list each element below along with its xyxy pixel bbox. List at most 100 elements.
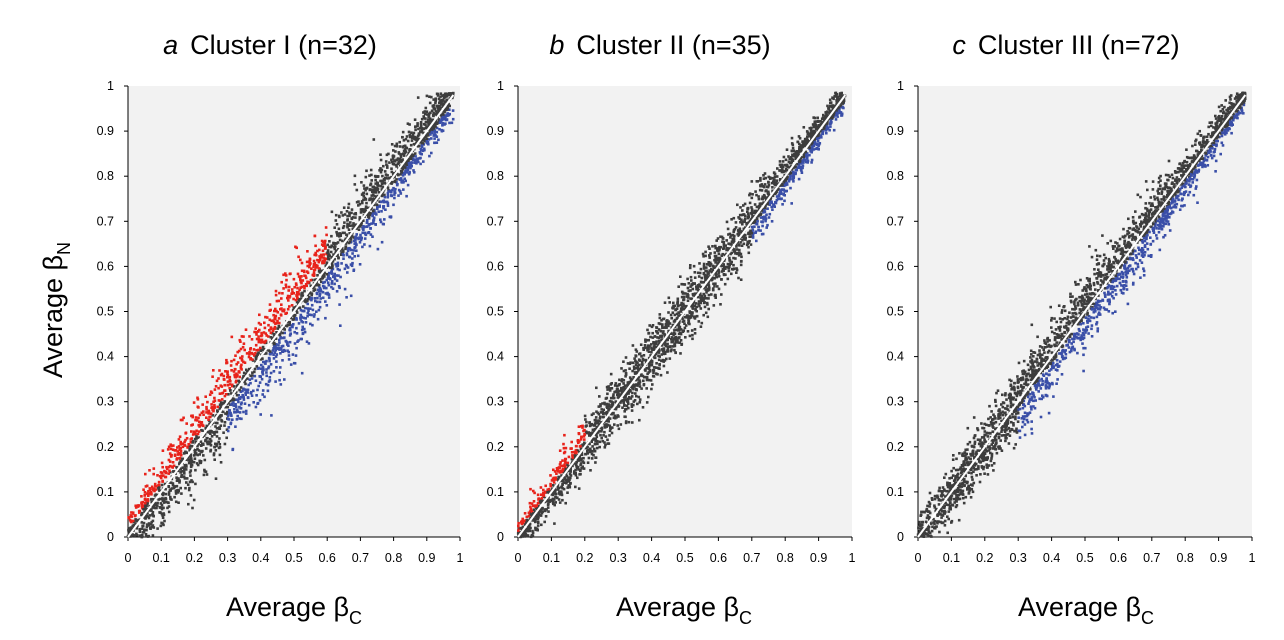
scatter-point xyxy=(688,315,691,318)
scatter-point xyxy=(779,165,783,168)
scatter-point xyxy=(781,165,785,168)
scatter-point xyxy=(667,296,671,300)
scatter-point xyxy=(700,276,704,280)
scatter-point xyxy=(413,161,417,164)
panel-b-plot: 0 0.1 0.2 0.3 0.4 0.5 0.6 0.7 0.8 0.9 100.10.20.30… xyxy=(487,79,856,565)
scatter-point xyxy=(239,365,243,368)
scatter-point xyxy=(774,201,778,205)
scatter-point xyxy=(304,300,307,303)
scatter-point xyxy=(687,318,690,322)
scatter-point xyxy=(583,428,586,432)
scatter-point xyxy=(778,197,781,200)
scatter-point xyxy=(825,126,829,130)
scatter-point xyxy=(422,148,426,151)
scatter-point xyxy=(389,189,393,193)
scatter-point xyxy=(399,178,402,182)
scatter-point xyxy=(810,126,813,130)
scatter-point xyxy=(321,296,325,300)
scatter-point xyxy=(327,293,331,297)
scatter-point xyxy=(257,321,261,325)
scatter-point xyxy=(606,417,610,421)
scatter-point xyxy=(717,287,721,291)
scatter-point xyxy=(644,346,647,350)
scatter-point xyxy=(293,342,297,345)
scatter-point xyxy=(627,392,630,395)
scatter-point xyxy=(158,475,162,478)
scatter-point xyxy=(659,329,663,333)
scatter-point xyxy=(620,390,624,394)
scatter-point xyxy=(446,112,450,115)
scatter-point xyxy=(810,161,813,164)
scatter-point xyxy=(682,283,685,286)
scatter-point xyxy=(330,285,333,289)
scatter-point xyxy=(342,224,346,228)
scatter-point xyxy=(202,473,206,477)
scatter-point xyxy=(300,297,303,300)
scatter-point xyxy=(236,373,239,377)
scatter-point xyxy=(616,424,619,427)
scatter-point xyxy=(563,476,566,479)
scatter-point xyxy=(443,110,446,114)
scatter-point xyxy=(306,264,309,268)
scatter-point xyxy=(693,304,696,308)
scatter-point xyxy=(657,358,661,362)
scatter-point xyxy=(278,341,281,344)
scatter-point xyxy=(717,268,720,272)
scatter-point xyxy=(761,232,765,236)
scatter-point xyxy=(205,424,209,428)
scatter-point xyxy=(645,387,648,390)
scatter-point xyxy=(408,123,411,126)
scatter-point xyxy=(775,190,778,193)
scatter-point xyxy=(262,367,265,370)
scatter-point xyxy=(772,203,775,206)
scatter-point xyxy=(350,211,353,215)
panel-b-x-tick-label: 0.2 xyxy=(576,551,593,565)
scatter-point xyxy=(244,378,247,382)
scatter-point xyxy=(351,216,355,219)
scatter-point xyxy=(327,296,331,299)
scatter-point xyxy=(409,163,412,167)
scatter-point xyxy=(302,305,305,308)
scatter-point xyxy=(668,322,672,325)
scatter-point xyxy=(641,374,645,378)
scatter-point xyxy=(735,245,738,248)
scatter-point xyxy=(713,258,716,262)
scatter-point xyxy=(782,155,786,159)
scatter-point xyxy=(174,490,178,493)
scatter-point xyxy=(176,446,179,449)
scatter-point xyxy=(378,200,381,203)
scatter-point xyxy=(681,307,685,310)
scatter-point xyxy=(284,274,288,277)
scatter-point xyxy=(226,374,230,377)
scatter-point xyxy=(286,343,289,346)
scatter-point xyxy=(825,131,828,135)
scatter-point xyxy=(233,367,237,371)
scatter-point xyxy=(222,431,225,434)
scatter-point xyxy=(812,133,815,137)
scatter-point xyxy=(610,405,613,409)
scatter-point xyxy=(352,222,355,225)
scatter-point xyxy=(402,154,406,157)
scatter-point xyxy=(800,160,803,163)
scatter-point xyxy=(628,367,631,370)
scatter-point xyxy=(608,424,612,428)
panel-a-x-axis-label: Average βC xyxy=(226,592,362,628)
scatter-point xyxy=(658,363,661,367)
scatter-point xyxy=(372,188,375,191)
scatter-point xyxy=(534,526,537,530)
scatter-point xyxy=(343,267,347,271)
scatter-point xyxy=(299,286,302,289)
scatter-point xyxy=(789,162,793,165)
scatter-point xyxy=(340,246,344,250)
scatter-point xyxy=(576,439,580,442)
scatter-point xyxy=(751,193,754,196)
scatter-point xyxy=(197,406,200,409)
scatter-point xyxy=(338,232,342,235)
scatter-point xyxy=(428,128,431,132)
scatter-point xyxy=(207,410,211,414)
scatter-point xyxy=(430,109,434,113)
scatter-point xyxy=(763,207,767,210)
scatter-point xyxy=(616,385,619,388)
scatter-point xyxy=(381,174,384,178)
scatter-point xyxy=(303,274,306,277)
